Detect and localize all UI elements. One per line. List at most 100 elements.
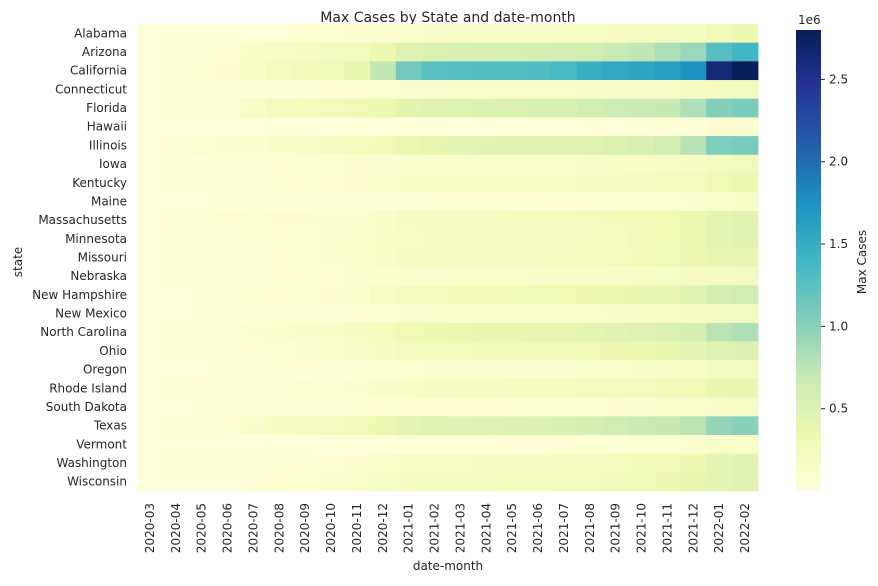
y-tick-label: Oregon: [83, 363, 127, 377]
heatmap-cell: [680, 378, 707, 398]
heatmap-cell: [447, 397, 474, 417]
heatmap-cell: [576, 472, 604, 492]
heatmap-cell: [654, 453, 681, 473]
heatmap-cell: [421, 136, 448, 156]
heatmap-cell: [473, 416, 500, 436]
heatmap-cell: [706, 24, 733, 44]
heatmap-cell: [499, 248, 526, 268]
heatmap-cell: [292, 285, 319, 305]
heatmap-cell: [499, 434, 526, 455]
heatmap-cell: [499, 304, 526, 324]
heatmap-cell: [447, 98, 474, 118]
heatmap-cell: [292, 192, 319, 212]
heatmap-cell: [266, 173, 293, 193]
heatmap-cell: [654, 154, 681, 174]
heatmap-cell: [344, 98, 371, 118]
heatmap-cell: [318, 192, 345, 212]
heatmap-cell: [369, 360, 397, 380]
heatmap-cell: [680, 80, 707, 100]
colorbar-tick-label: 2.0: [829, 155, 848, 169]
heatmap-cell: [369, 136, 397, 156]
heatmap-cell: [525, 304, 552, 324]
heatmap-cell: [292, 472, 319, 492]
colorbar-tick-label: 1.5: [829, 237, 848, 251]
heatmap-cell: [266, 360, 293, 380]
heatmap-cell: [162, 378, 190, 398]
heatmap-cell: [214, 285, 241, 305]
heatmap-cell: [473, 229, 500, 249]
heatmap-cell: [369, 173, 397, 193]
heatmap-cell: [551, 285, 578, 305]
heatmap-cell: [628, 173, 655, 193]
heatmap-cell: [421, 266, 448, 286]
heatmap-cell: [551, 397, 578, 417]
heatmap-cell: [137, 154, 164, 174]
y-tick-label: Arizona: [82, 45, 127, 59]
heatmap-cell: [654, 192, 681, 212]
heatmap-cell: [551, 210, 578, 230]
heatmap-cell: [188, 80, 216, 100]
heatmap-cell: [628, 61, 655, 81]
heatmap-cell: [706, 80, 733, 100]
heatmap-cell: [266, 24, 293, 44]
heatmap-cell: [395, 360, 423, 380]
heatmap-cell: [602, 397, 630, 417]
heatmap-cell: [162, 416, 190, 436]
heatmap-cell: [421, 397, 448, 417]
heatmap-cell: [576, 192, 604, 212]
heatmap-cell: [240, 154, 267, 174]
heatmap-cell: [240, 322, 267, 342]
heatmap-cell: [137, 98, 164, 118]
heatmap-cell: [525, 453, 552, 473]
heatmap-cell: [137, 341, 164, 361]
heatmap-cell: [240, 360, 267, 380]
heatmap-cell: [551, 117, 578, 137]
heatmap-cell: [732, 322, 759, 342]
heatmap-cell: [447, 304, 474, 324]
heatmap-cell: [732, 248, 759, 268]
heatmap-cell: [732, 210, 759, 230]
heatmap-cell: [266, 192, 293, 212]
heatmap-cell: [162, 322, 190, 342]
heatmap-cell: [266, 266, 293, 286]
x-tick-label: 2021-02: [428, 503, 442, 553]
heatmap-cell: [292, 397, 319, 417]
heatmap-cell: [214, 378, 241, 398]
heatmap-cell: [732, 266, 759, 286]
heatmap-cell: [551, 98, 578, 118]
heatmap-cell: [266, 248, 293, 268]
heatmap-cell: [551, 322, 578, 342]
heatmap-cell: [214, 173, 241, 193]
y-tick-label: Texas: [93, 419, 127, 433]
heatmap-cell: [576, 285, 604, 305]
heatmap-cell: [369, 210, 397, 230]
heatmap-cell: [369, 341, 397, 361]
heatmap-cell: [551, 61, 578, 81]
heatmap-cell: [395, 229, 423, 249]
heatmap-cell: [654, 304, 681, 324]
heatmap-cell: [447, 322, 474, 342]
heatmap-cell: [240, 80, 267, 100]
heatmap-cell: [292, 24, 319, 44]
heatmap-cell: [292, 61, 319, 81]
heatmap-cell: [447, 229, 474, 249]
heatmap-cell: [602, 285, 630, 305]
heatmap-cell: [369, 285, 397, 305]
heatmap-cell: [214, 360, 241, 380]
y-tick-label: Connecticut: [55, 82, 127, 96]
heatmap-cell: [576, 42, 604, 62]
heatmap-cell: [188, 229, 216, 249]
heatmap-cell: [706, 136, 733, 156]
heatmap-cell: [137, 117, 164, 137]
heatmap-cell: [266, 136, 293, 156]
heatmap-cell: [576, 117, 604, 137]
heatmap-cell: [369, 472, 397, 492]
heatmap-cell: [473, 210, 500, 230]
heatmap-cell: [732, 453, 759, 473]
colorbar-ticks: 0.5 1.0 1.5 2.0 2.5: [821, 72, 848, 416]
heatmap-cell: [369, 416, 397, 436]
heatmap-cell: [706, 248, 733, 268]
heatmap-cell: [654, 266, 681, 286]
heatmap-cell: [447, 42, 474, 62]
heatmap-cell: [214, 154, 241, 174]
